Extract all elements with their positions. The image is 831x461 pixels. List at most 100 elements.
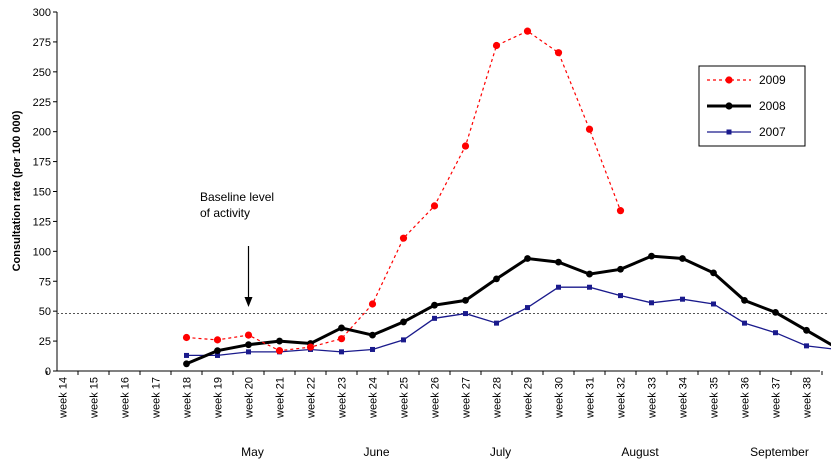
y-tick-label: 0 [45, 366, 51, 378]
month-label: May [241, 445, 264, 459]
y-tick-label: 200 [33, 127, 51, 139]
data-point-2009 [213, 336, 222, 344]
data-point-2008 [369, 331, 376, 339]
data-point-2008 [803, 326, 810, 334]
x-tick-label: week 24 [368, 377, 380, 419]
data-point-2009 [616, 207, 625, 215]
data-point-2009 [306, 343, 315, 351]
legend-swatch-marker-2008 [725, 102, 733, 110]
x-tick-label: week 28 [492, 377, 504, 419]
data-point-2007 [246, 349, 251, 355]
data-point-2008 [214, 347, 221, 355]
data-point-2007 [742, 320, 747, 326]
y-tick-label: 250 [33, 67, 51, 79]
legend: 2009 2008 2007 [698, 65, 806, 147]
x-tick-label: week 14 [58, 377, 70, 419]
data-point-2009 [523, 27, 532, 35]
x-tick-label: week 35 [709, 377, 721, 419]
data-point-2009 [461, 142, 470, 150]
data-point-2009 [399, 234, 408, 242]
baseline-annotation: Baseline level of activity [200, 190, 274, 220]
data-point-2008 [183, 360, 190, 368]
data-point-2007 [680, 296, 685, 302]
y-tick-label: 125 [33, 216, 51, 228]
y-tick-label: 25 [39, 336, 51, 348]
data-point-2007 [370, 346, 375, 352]
annotation-line-2: of activity [200, 206, 250, 220]
data-point-2008 [679, 255, 686, 262]
x-tick-label: week 31 [585, 377, 597, 419]
data-point-2008 [276, 337, 283, 345]
data-point-2007 [463, 311, 468, 317]
x-tick-label: week 15 [89, 377, 101, 419]
x-tick-label: week 33 [647, 377, 659, 419]
series-line-2007 [186, 286, 831, 357]
data-point-2008 [338, 324, 345, 332]
y-axis-label: Consultation rate (per 100 000) [11, 110, 23, 271]
x-tick-label: week 21 [275, 377, 287, 419]
data-point-2008 [741, 296, 748, 304]
data-point-2008 [586, 270, 593, 278]
data-point-2008 [400, 318, 407, 326]
x-tick-label: week 23 [337, 377, 349, 419]
data-point-2007 [618, 293, 623, 299]
legend-label-2009: 2009 [759, 73, 786, 87]
x-tick-label: week 20 [244, 377, 256, 419]
data-point-2009 [492, 41, 501, 50]
x-tick-label: week 32 [616, 377, 628, 419]
x-tick-label: week 37 [771, 377, 783, 419]
legend-swatch-marker-2009 [725, 76, 733, 84]
data-point-2007 [432, 315, 437, 321]
x-tick-label: week 17 [151, 377, 163, 419]
y-tick-label: 75 [39, 276, 51, 288]
legend-label-2007: 2007 [759, 125, 786, 139]
data-point-2008 [524, 255, 531, 262]
data-point-2009 [337, 335, 346, 343]
data-point-2009 [585, 125, 594, 133]
month-label: July [490, 445, 511, 459]
data-point-2008 [772, 308, 779, 316]
data-point-2009 [554, 49, 563, 57]
x-tick-label: week 29 [523, 377, 535, 419]
series-line-2008 [185, 254, 831, 366]
data-point-2007 [649, 300, 654, 306]
data-point-2007 [525, 305, 530, 311]
y-tick-label: 150 [33, 187, 51, 199]
x-tick-label: week 25 [399, 377, 411, 419]
legend-swatch-marker-2007 [726, 129, 732, 135]
data-point-2007 [711, 301, 716, 307]
annotation-line-1: Baseline level [200, 190, 274, 204]
x-tick-label: week 22 [306, 377, 318, 419]
y-tick-label: 175 [33, 157, 51, 169]
x-tick-label: week 18 [182, 377, 194, 419]
x-tick-label: week 19 [213, 377, 225, 419]
data-point-2007 [215, 352, 220, 358]
data-point-2008 [493, 275, 500, 283]
data-point-2009 [368, 300, 377, 308]
data-point-2008 [617, 265, 624, 273]
x-tick-label: week 38 [802, 377, 814, 419]
month-label: June [363, 445, 389, 459]
data-point-2009 [244, 331, 253, 339]
data-point-2007 [773, 330, 778, 336]
y-tick-label: 300 [33, 7, 51, 19]
data-point-2009 [275, 347, 284, 355]
data-point-2007 [587, 284, 592, 290]
y-tick-label: 225 [33, 97, 51, 109]
data-point-2009 [430, 202, 439, 210]
arrow-head [244, 297, 253, 307]
y-tick-label: 50 [39, 306, 51, 318]
data-point-2007 [556, 284, 561, 290]
x-tick-label: week 36 [740, 377, 752, 419]
x-tick-label: week 16 [120, 377, 132, 419]
data-point-2007 [339, 349, 344, 355]
data-point-2008 [555, 258, 562, 266]
data-point-2009 [182, 333, 191, 342]
data-point-2008 [648, 252, 655, 260]
x-tick-label: week 34 [678, 377, 690, 419]
data-point-2007 [494, 320, 499, 326]
y-tick-label: 275 [33, 37, 51, 49]
x-tick-label: week 30 [554, 377, 566, 419]
y-tick-label: 100 [33, 246, 51, 258]
